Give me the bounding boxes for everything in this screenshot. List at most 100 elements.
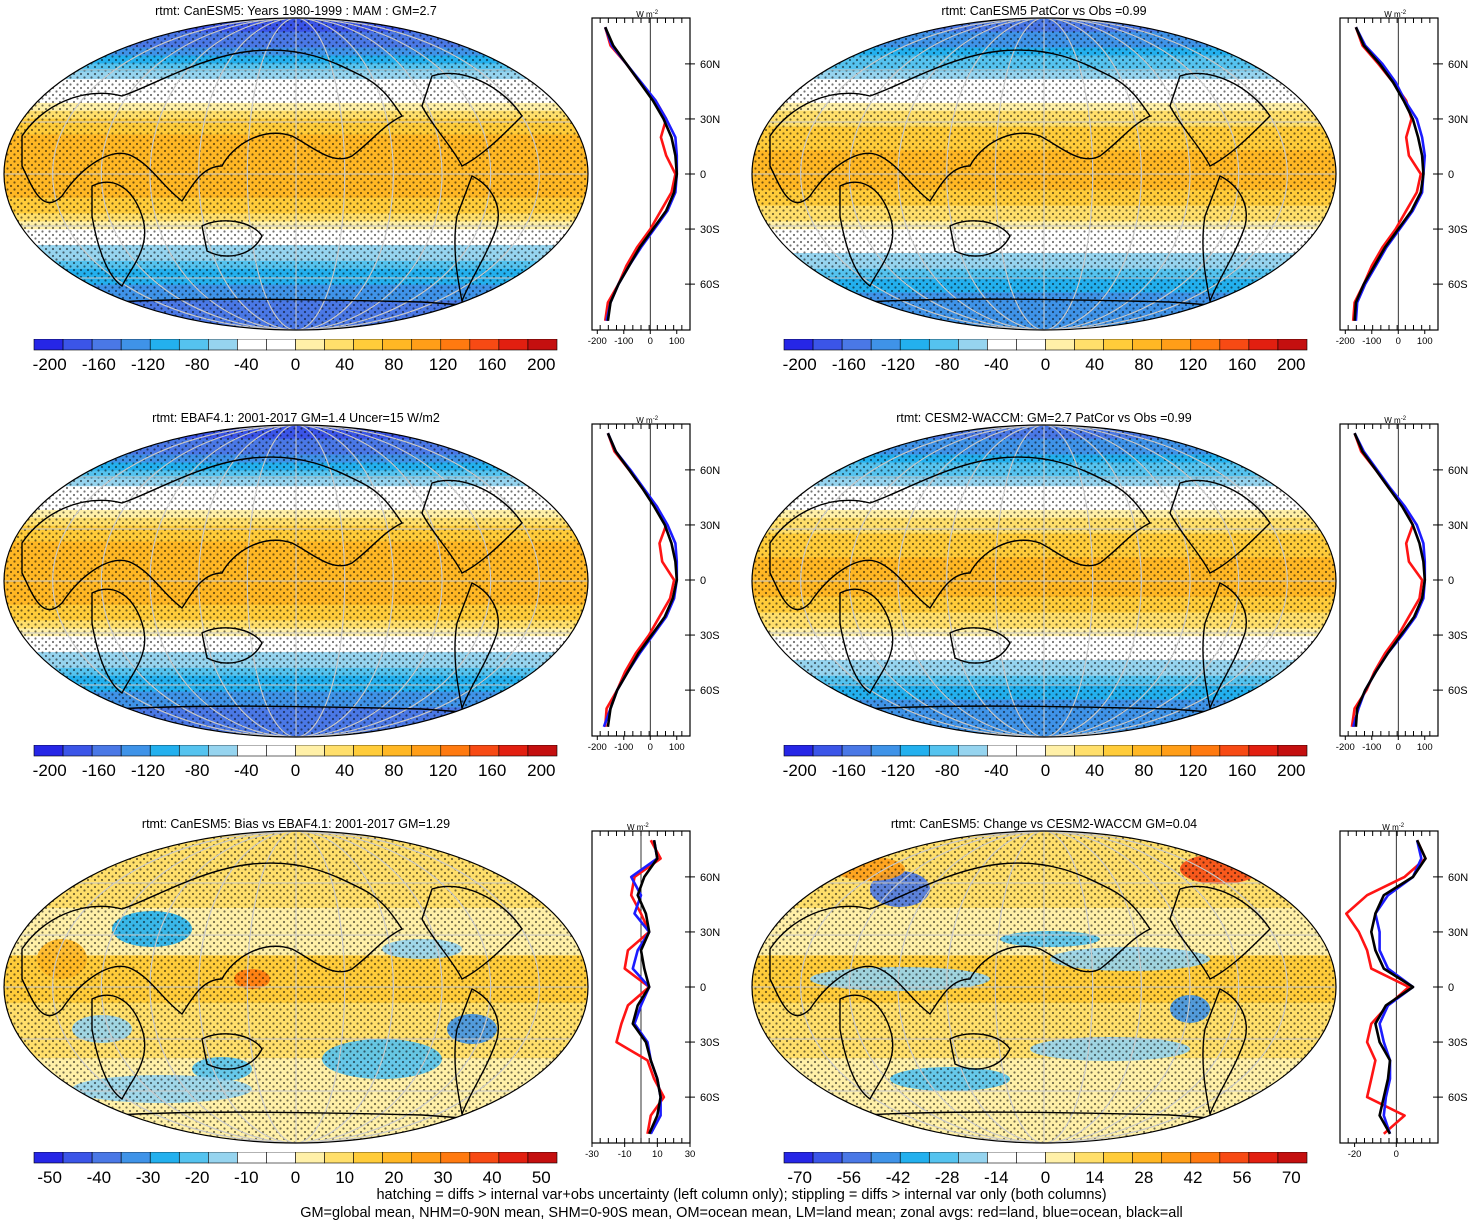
colorbar-swatch [295,339,325,351]
colorbar-tick-label: 120 [429,355,457,374]
colorbar-swatch [120,745,151,757]
colorbar: -200 -160 -120 -80 -40 0 40 80 120 160 200 [783,745,1308,780]
colorbar-swatch [870,339,901,351]
lat-tick-label: 30N [700,114,720,126]
colorbar-tick-label: -40 [234,761,259,780]
colorbar-tick-label: -70 [787,1168,812,1187]
x-tick-label: -200 [1336,742,1355,753]
x-tick-label: 0 [1396,742,1401,753]
all-zonal-line [1353,432,1427,727]
colorbar-swatch [33,339,64,351]
colorbar-swatch [62,1152,93,1164]
zonal-mean-plot: W m-2 -200 -100 0 100 60N 30N 0 30S 60S [588,10,720,347]
colorbar-swatch [841,339,872,351]
lat-tick-label: 60N [1448,59,1468,71]
x-tick-label: 100 [1417,336,1433,347]
colorbar-tick-label: 80 [1134,761,1153,780]
colorbar-swatch [411,339,442,351]
colorbar-swatch [324,1152,354,1164]
colorbar-tick-label: 14 [1085,1168,1104,1187]
x-tick-label: -200 [1336,336,1355,347]
colorbar-tick-label: -200 [783,355,817,374]
lat-tick-label: 30N [1448,114,1468,126]
colorbar-tick-label: -80 [935,761,960,780]
map-title: rtmt: CanESM5: Bias vs EBAF4.1: 2001-201… [141,817,451,831]
colorbar-swatch [120,339,151,351]
colorbar-swatch [353,339,383,351]
colorbar-tick-label: -80 [185,761,210,780]
colorbar-swatch [1016,339,1046,351]
colorbar-tick-label: 0 [1041,1168,1050,1187]
x-tick-label: -30 [585,1149,599,1160]
colorbar-swatch [1190,1152,1221,1164]
x-tick-label: -20 [1348,1149,1362,1160]
x-tick-label: 100 [669,742,685,753]
x-tick-label: -10 [618,1149,632,1160]
x-tick-label: 0 [1396,336,1401,347]
map-title: rtmt: EBAF4.1: 2001-2017 GM=1.4 Uncer=15… [152,411,440,425]
colorbar-swatch [33,745,64,757]
colorbar-swatch [33,1152,64,1164]
colorbar-swatch [266,1152,296,1164]
lat-tick-label: 60N [700,465,720,477]
colorbar-tick-label: -80 [935,355,960,374]
colorbar-tick-label: -42 [886,1168,911,1187]
colorbar-tick-label: -160 [832,761,866,780]
all-zonal-line [606,432,679,727]
colorbar-swatch [1074,1152,1104,1164]
colorbar-tick-label: -10 [234,1168,259,1187]
colorbar-swatch [469,1152,500,1164]
colorbar-tick-label: 40 [335,355,354,374]
colorbar-tick-label: -200 [33,761,67,780]
land-zonal-line [603,26,677,321]
colorbar-swatch [178,339,209,351]
colorbar-swatch [1016,745,1046,757]
colorbar-swatch [870,1152,901,1164]
colorbar-swatch [1248,1152,1279,1164]
colorbar-tick-label: -160 [82,355,116,374]
colorbar-tick-label: 30 [434,1168,453,1187]
colorbar-swatch [812,339,843,351]
colorbar-swatch [62,745,93,757]
colorbar-tick-label: 40 [483,1168,502,1187]
colorbar-swatch [1248,339,1279,351]
colorbar-tick-label: -50 [37,1168,62,1187]
colorbar-swatch [987,745,1017,757]
lat-tick-label: 30S [700,1037,720,1049]
colorbar-swatch [1103,1152,1133,1164]
colorbar-swatch [527,339,558,351]
colorbar-swatch [928,1152,959,1164]
colorbar-swatch [208,1152,238,1164]
colorbar-tick-label: -40 [87,1168,112,1187]
colorbar-tick-label: 0 [291,761,300,780]
zonal-mean-plot: W m-2 -30 -10 10 30 60N 30N 0 30S 60S [585,823,720,1160]
lat-tick-label: 0 [1448,982,1454,994]
colorbar-tick-label: 50 [532,1168,551,1187]
units-label: W m-2 [636,416,658,425]
colorbar-swatch [498,1152,529,1164]
colorbar-tick-label: -56 [837,1168,862,1187]
map-title: rtmt: CESM2-WACCM: GM=2.7 PatCor vs Obs … [896,411,1192,425]
colorbar-swatch [440,1152,471,1164]
zonal-mean-plot: W m-2 -200 -100 0 100 60N 30N 0 30S 60S [1336,10,1468,347]
colorbar: -200 -160 -120 -80 -40 0 40 80 120 160 200 [33,339,558,374]
lat-tick-label: 0 [700,575,706,587]
colorbar-swatch [1045,745,1075,757]
colorbar-tick-label: 120 [1179,355,1207,374]
lat-tick-label: 30N [1448,520,1468,532]
colorbar-swatch [841,745,872,757]
colorbar-swatch [469,745,500,757]
all-zonal-line [1369,839,1427,1135]
colorbar-swatch [987,1152,1017,1164]
colorbar-tick-label: -200 [783,761,817,780]
colorbar-swatch [498,339,529,351]
colorbar-swatch [353,1152,383,1164]
colorbar-swatch [91,339,122,351]
colorbar-tick-label: 70 [1282,1168,1301,1187]
colorbar-tick-label: 56 [1233,1168,1252,1187]
zonal-mean-plot: W m-2 -200 -100 0 100 60N 30N 0 30S 60S [1336,416,1468,753]
colorbar-swatch [440,745,471,757]
colorbar-tick-label: 80 [384,761,403,780]
colorbar-tick-label: -120 [131,761,165,780]
colorbar-swatch [841,1152,872,1164]
